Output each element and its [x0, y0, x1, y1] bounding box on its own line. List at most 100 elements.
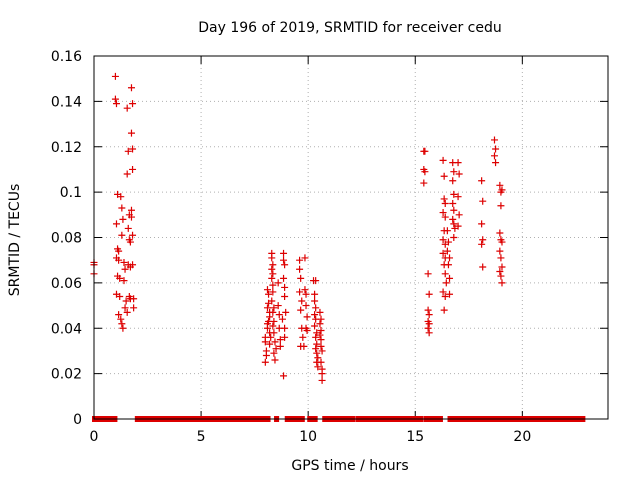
data-point: [317, 327, 325, 335]
data-point: [440, 195, 448, 203]
data-point: [498, 263, 506, 271]
data-point: [271, 338, 279, 346]
data-point: [296, 288, 304, 296]
data-point: [266, 313, 274, 321]
data-point: [270, 329, 278, 337]
data-point: [129, 100, 137, 108]
data-point: [280, 249, 288, 257]
data-point: [421, 168, 429, 176]
data-point: [311, 290, 319, 298]
data-point: [311, 297, 319, 305]
data-point: [425, 329, 433, 337]
data-point: [119, 324, 127, 332]
data-point: [271, 356, 279, 364]
data-point: [450, 168, 458, 176]
data-point: [479, 263, 487, 271]
data-point: [446, 290, 454, 298]
data-point: [446, 254, 454, 262]
x-tick-label: 5: [197, 429, 206, 445]
data-point: [281, 283, 289, 291]
data-point: [116, 292, 124, 300]
data-point: [312, 345, 320, 353]
y-tick-label: 0: [73, 412, 82, 428]
data-point: [296, 265, 304, 273]
data-point: [441, 213, 449, 221]
data-point: [112, 220, 120, 228]
data-point: [496, 181, 504, 189]
data-point: [313, 340, 321, 348]
data-point: [444, 261, 452, 269]
data-point: [268, 265, 276, 273]
data-point: [421, 147, 429, 155]
data-point: [301, 286, 309, 294]
data-point: [129, 261, 137, 269]
y-tick-label: 0.04: [51, 321, 82, 337]
data-point: [498, 279, 506, 287]
data-point: [316, 320, 324, 328]
x-axis-label: GPS time / hours: [291, 458, 408, 474]
grid-lines: [94, 56, 608, 419]
data-point: [454, 159, 462, 167]
data-point: [115, 256, 123, 264]
data-point: [441, 270, 449, 278]
data-point: [424, 324, 432, 332]
data-point: [443, 247, 451, 255]
y-axis-label: SRMTID / TECUs: [7, 184, 23, 297]
data-point: [130, 304, 138, 312]
data-point: [442, 279, 450, 287]
data-point: [117, 193, 125, 201]
data-point: [123, 308, 131, 316]
data-point: [314, 354, 322, 362]
data-point: [261, 358, 269, 366]
data-point: [269, 261, 277, 269]
y-tick-label: 0.06: [51, 276, 82, 292]
data-point: [127, 206, 135, 214]
data-point: [280, 372, 288, 380]
y-tick-label: 0.1: [60, 185, 82, 201]
data-point: [312, 333, 320, 341]
data-point: [440, 172, 448, 180]
data-point: [269, 270, 277, 278]
data-point: [314, 363, 322, 371]
data-point: [449, 177, 457, 185]
data-point: [274, 279, 282, 287]
data-point: [455, 211, 463, 219]
data-point: [441, 292, 449, 300]
data-point: [269, 308, 277, 316]
data-point: [479, 236, 487, 244]
data-point: [129, 145, 137, 153]
data-point: [303, 313, 311, 321]
data-point: [269, 288, 277, 296]
data-point: [450, 234, 458, 241]
data-point: [126, 238, 134, 246]
data-point: [270, 304, 278, 312]
data-point: [439, 209, 447, 217]
data-point: [425, 320, 433, 328]
data-point: [479, 197, 487, 205]
data-point: [312, 277, 320, 285]
data-point: [263, 304, 271, 312]
data-point: [496, 229, 504, 237]
data-point: [318, 347, 326, 355]
x-axis-ticks: 0 5 10 15 20: [90, 56, 531, 445]
data-point: [497, 202, 505, 210]
data-point: [121, 265, 129, 273]
data-point: [478, 177, 486, 185]
data-point: [111, 72, 119, 80]
data-point: [263, 286, 271, 294]
data-point: [281, 261, 289, 269]
data-point: [496, 268, 504, 276]
data-point: [444, 238, 452, 246]
data-point: [298, 297, 306, 305]
y-tick-label: 0.16: [51, 49, 82, 65]
data-point: [111, 95, 119, 103]
data-point: [317, 336, 325, 344]
data-point: [317, 315, 325, 323]
y-tick-label: 0.08: [51, 231, 82, 247]
data-point: [119, 215, 127, 223]
x-tick-label: 0: [90, 429, 99, 445]
data-point: [492, 145, 500, 153]
data-point: [117, 315, 125, 323]
plot-frame: [93, 55, 609, 420]
data-point: [439, 288, 447, 296]
